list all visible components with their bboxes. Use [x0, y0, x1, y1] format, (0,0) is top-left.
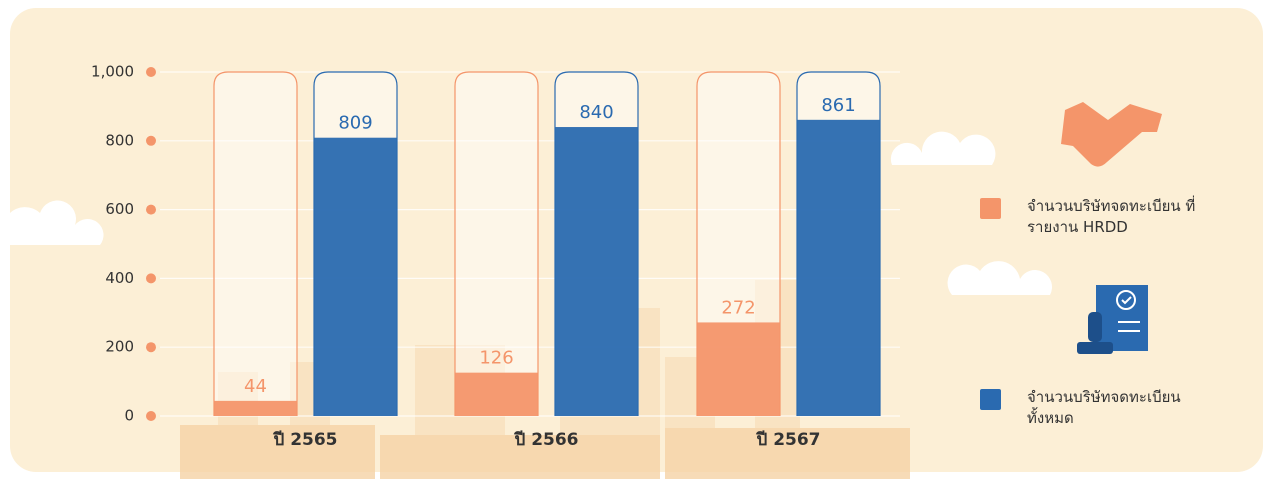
bar — [214, 401, 297, 416]
legend-item: จำนวนบริษัทจดทะเบียน ที่รายงาน HRDD — [980, 196, 1212, 238]
value-label: 840 — [579, 102, 613, 123]
tick-dot — [146, 342, 156, 352]
y-tick-label: 600 — [105, 200, 134, 218]
bar — [314, 138, 397, 416]
legend-swatch — [980, 198, 1001, 219]
tick-dot — [146, 205, 156, 215]
x-tick-label: ปี 2565 — [273, 429, 338, 450]
y-tick-label: 1,000 — [91, 63, 134, 81]
bar — [797, 120, 880, 416]
page: 0 200 400 600 800 1,000 44 809 ปี 2565 126 840 ปี 2… — [0, 0, 1273, 479]
y-tick-label: 800 — [105, 131, 134, 149]
bar — [697, 322, 780, 416]
tick-dot — [146, 273, 156, 283]
tick-dot — [146, 67, 156, 77]
y-tick-label: 0 — [124, 407, 134, 425]
bar — [455, 373, 538, 416]
x-tick-label: ปี 2566 — [514, 429, 579, 450]
y-tick-label: 200 — [105, 338, 134, 356]
tick-dot — [146, 411, 156, 421]
value-label: 861 — [821, 95, 855, 116]
value-label: 272 — [721, 297, 755, 318]
tick-dot — [146, 136, 156, 146]
x-tick-label: ปี 2567 — [756, 429, 821, 450]
legend-swatch — [980, 389, 1001, 410]
legend-label: จำนวนบริษัทจดทะเบียน ทั้งหมด — [1027, 387, 1212, 429]
y-tick-label: 400 — [105, 269, 134, 287]
legend-label: จำนวนบริษัทจดทะเบียน ที่รายงาน HRDD — [1027, 196, 1212, 238]
legend-item: จำนวนบริษัทจดทะเบียน ทั้งหมด — [980, 387, 1212, 429]
value-label: 126 — [479, 348, 513, 369]
value-label: 809 — [338, 113, 372, 134]
value-label: 44 — [244, 376, 267, 397]
bar-container — [214, 72, 297, 416]
bar — [555, 127, 638, 416]
